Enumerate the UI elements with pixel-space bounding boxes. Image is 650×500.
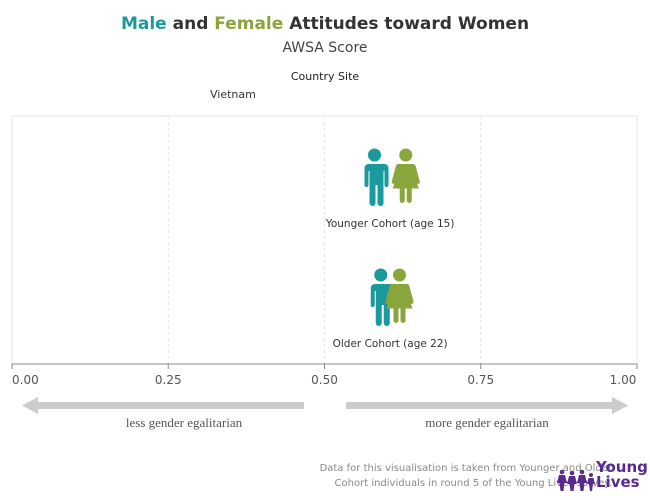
- x-tick-label: 0.25: [155, 373, 182, 387]
- logo-text-lives: Lives: [596, 473, 640, 491]
- title-and: and: [166, 14, 215, 34]
- cohort-label: Younger Cohort (age 15): [325, 218, 455, 230]
- grid-lines: [167, 116, 482, 364]
- left-arrow-label: less gender egalitarian: [126, 415, 243, 430]
- logo-figures-icon: [557, 469, 595, 491]
- x-axis-ticks: 0.00 0.25 0.50 0.75 1.00: [11, 364, 638, 387]
- logo-text: Young Lives: [596, 460, 648, 490]
- title-female: Female: [214, 14, 284, 34]
- female-figure-icon: [385, 268, 414, 323]
- data-marks: Younger Cohort (age 15) Older Cohort (age…: [325, 148, 455, 350]
- x-tick-label: 0.75: [467, 373, 494, 387]
- title-rest: Attitudes toward Women: [283, 14, 530, 34]
- x-tick-label: 1.00: [610, 373, 637, 387]
- cohort-label: Older Cohort (age 22): [333, 338, 448, 350]
- young-lives-logo: Young Lives: [556, 460, 648, 496]
- female-figure-icon: [391, 148, 420, 204]
- title-male: Male: [120, 14, 167, 34]
- chart-title: Male and Female Attitudes toward Women: [0, 14, 650, 34]
- chart-subtitle: AWSA Score: [282, 40, 368, 56]
- right-arrow: [346, 397, 628, 414]
- x-tick-label: 0.50: [311, 373, 338, 387]
- column-header: Country Site: [290, 70, 360, 83]
- male-figure-icon: [364, 148, 389, 207]
- x-tick-label: 0.00: [12, 373, 39, 387]
- right-arrow-label: more gender egalitarian: [425, 415, 549, 430]
- left-arrow: [22, 397, 304, 414]
- logo-text-young: Young: [596, 458, 648, 476]
- row-header: Vietnam: [210, 88, 256, 101]
- footer-note: Data for this visualisation is taken fro…: [319, 463, 612, 489]
